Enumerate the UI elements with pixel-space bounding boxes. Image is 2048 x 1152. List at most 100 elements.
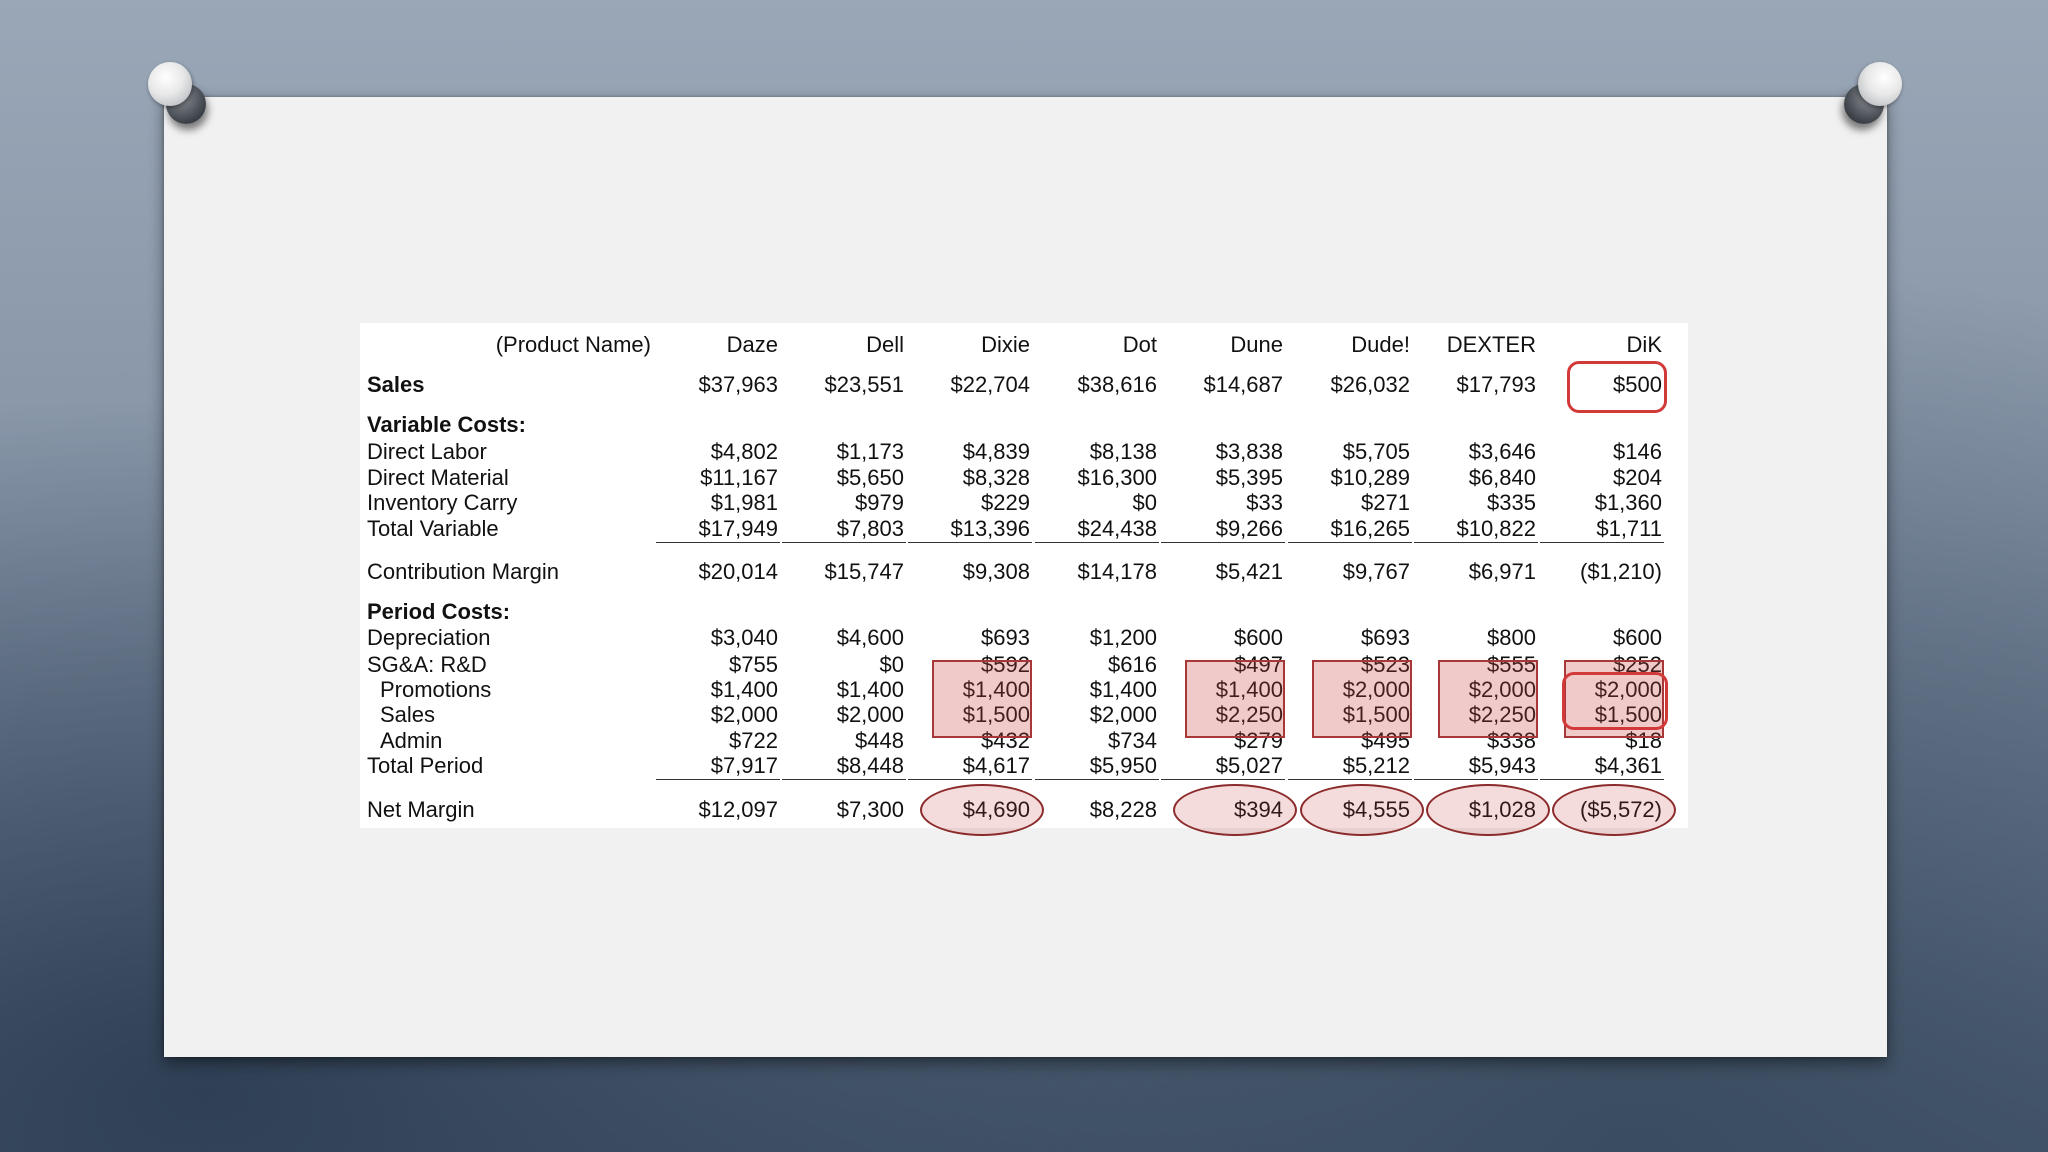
table-cell: $4,361 — [1594, 753, 1662, 778]
row-label: Total Period — [367, 753, 484, 778]
total-underline — [1035, 779, 1159, 780]
table-cell: $5,212 — [1342, 753, 1410, 778]
table-cell: $693 — [1361, 625, 1410, 650]
table-cell: $1,400 — [1215, 677, 1283, 702]
highlight-oval — [920, 784, 1044, 836]
table-cell: $13,396 — [950, 516, 1030, 541]
table-cell: $26,032 — [1330, 372, 1410, 397]
highlight-box — [1312, 660, 1412, 738]
table-cell: $2,250 — [1215, 702, 1283, 727]
table-cell: $722 — [729, 728, 778, 753]
table-cell: $5,650 — [836, 465, 904, 490]
table-cell: $5,705 — [1342, 439, 1410, 464]
total-underline — [656, 542, 780, 543]
table-cell: $3,646 — [1468, 439, 1536, 464]
row-label: Sales — [380, 702, 436, 727]
column-header: DEXTER — [1446, 332, 1536, 357]
table-row: Admin $722 $448 $432 $734 $279 $495 $338 $18 — [360, 728, 1688, 754]
table-cell: $16,265 — [1330, 516, 1410, 541]
total-underline — [782, 542, 906, 543]
table-cell: $600 — [1613, 625, 1662, 650]
table-row: SG&A: R&D $755 $0 $592 $616 $497 $523 $555 $252 — [360, 652, 1688, 678]
row-label: Direct Material — [367, 465, 509, 490]
table-cell: ($1,210) — [1580, 559, 1662, 584]
table-cell: $10,289 — [1330, 465, 1410, 490]
table-cell: $14,178 — [1077, 559, 1157, 584]
table-cell: $204 — [1613, 465, 1662, 490]
table-cell: $3,040 — [710, 625, 778, 650]
table-cell: $555 — [1487, 652, 1536, 677]
table-cell: $592 — [981, 652, 1030, 677]
table-row: Sales $2,000 $2,000 $1,500 $2,000 $2,250 $1,50… — [360, 702, 1688, 728]
table-cell: $5,950 — [1089, 753, 1157, 778]
column-header: Dixie — [981, 332, 1030, 357]
table-cell: $1,200 — [1089, 625, 1157, 650]
table-row: Inventory Carry $1,981 $979 $229 $0 $33 $271 $3… — [360, 490, 1688, 516]
table-cell: $37,963 — [698, 372, 778, 397]
table-row: Contribution Margin $20,014 $15,747 $9,308 $… — [360, 559, 1688, 585]
highlight-oval — [1173, 784, 1297, 836]
table-cell: $1,711 — [1596, 516, 1662, 541]
table-cell: $2,250 — [1468, 702, 1536, 727]
total-underline — [1414, 779, 1538, 780]
table-cell: $448 — [855, 728, 904, 753]
total-underline — [908, 779, 1032, 780]
row-label: Period Costs: — [367, 599, 511, 624]
table-cell: $9,767 — [1342, 559, 1410, 584]
row-label: Direct Labor — [367, 439, 487, 464]
table-cell: $1,500 — [962, 702, 1030, 727]
table-cell: $432 — [981, 728, 1030, 753]
table-row: Period Costs: — [360, 599, 1688, 625]
total-underline — [1161, 542, 1285, 543]
table-cell: $8,228 — [1089, 797, 1157, 822]
table-cell: $1,981 — [710, 490, 778, 515]
table-cell: $7,803 — [836, 516, 904, 541]
table-cell: $600 — [1234, 625, 1283, 650]
table-cell: $12,097 — [698, 797, 778, 822]
row-label: Inventory Carry — [367, 490, 518, 515]
table-cell: $979 — [855, 490, 904, 515]
total-underline — [1414, 542, 1538, 543]
column-header: Daze — [726, 332, 778, 357]
table-cell: $4,617 — [962, 753, 1030, 778]
pushpin-icon — [144, 62, 218, 136]
table-cell: $6,971 — [1468, 559, 1536, 584]
table-cell: $5,943 — [1468, 753, 1536, 778]
table-cell: $495 — [1361, 728, 1410, 753]
column-header: Dude! — [1351, 332, 1410, 357]
table-cell: $338 — [1487, 728, 1536, 753]
table-cell: $8,328 — [962, 465, 1030, 490]
table-cell: $500 — [1613, 372, 1662, 397]
table-cell: $33 — [1246, 490, 1283, 515]
table-cell: $5,027 — [1215, 753, 1283, 778]
table-cell: $6,840 — [1468, 465, 1536, 490]
column-header: DiK — [1626, 332, 1662, 357]
table-cell: $7,300 — [836, 797, 904, 822]
table-row: Total Variable $17,949 $7,803 $13,396 $24,43… — [360, 516, 1688, 542]
table-cell: $1,400 — [836, 677, 904, 702]
highlight-oval — [1300, 784, 1424, 836]
financial-table: (Product Name) Daze Dell Dixie Dot Dune Dude!… — [360, 323, 1688, 836]
table-cell: $800 — [1487, 625, 1536, 650]
total-underline — [656, 779, 780, 780]
table-cell: $5,395 — [1215, 465, 1283, 490]
total-underline — [908, 542, 1032, 543]
table-cell: $2,000 — [1089, 702, 1157, 727]
total-underline — [1540, 779, 1664, 780]
highlight-oval — [1552, 784, 1676, 836]
table-cell: $8,138 — [1089, 439, 1157, 464]
table-cell: $16,300 — [1077, 465, 1157, 490]
highlight-box — [1185, 660, 1285, 738]
table-cell: $1,400 — [962, 677, 1030, 702]
table-cell: $0 — [879, 652, 904, 677]
column-header: Dune — [1230, 332, 1283, 357]
table-cell: $38,616 — [1077, 372, 1157, 397]
table-cell: $523 — [1361, 652, 1410, 677]
table-cell: $497 — [1234, 652, 1283, 677]
table-cell: $7,917 — [710, 753, 778, 778]
row-label: Contribution Margin — [367, 559, 559, 584]
table-cell: $15,747 — [824, 559, 904, 584]
total-underline — [1540, 542, 1664, 543]
table-cell: $1,500 — [1342, 702, 1410, 727]
total-underline — [1288, 542, 1412, 543]
